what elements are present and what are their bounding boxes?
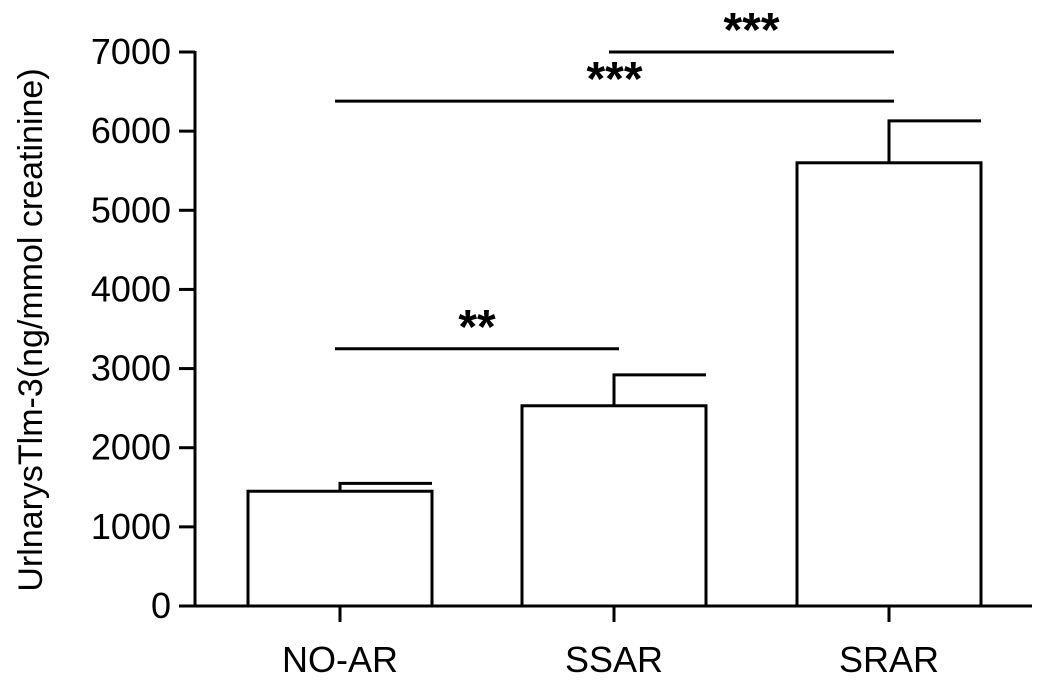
y-tick-label: 2000 [91,427,171,468]
x-axis: NO-AR SSAR SRAR [193,604,1032,680]
error-bars [338,119,981,492]
x-tick-label: SSAR [565,639,663,680]
y-tick-label: 1000 [91,506,171,547]
significance-label: *** [586,53,642,106]
significance-label: *** [723,4,779,57]
bar-ssar [520,404,708,608]
x-tick-label: NO-AR [282,639,398,680]
y-axis: 0 1000 2000 3000 4000 5000 6000 7000 [91,31,197,626]
y-tick-label: 6000 [91,110,171,151]
y-axis-label: UrlnarysTlm-3(ng/mmol creatinine) [12,68,50,591]
significance-label: ** [458,301,496,354]
y-tick-label: 7000 [91,31,171,72]
x-tick-label: SRAR [839,639,939,680]
y-tick-label: 3000 [91,348,171,389]
y-tick-label: 0 [151,585,171,626]
y-tick-label: 4000 [91,268,171,309]
bars [246,161,983,608]
bar-srar [795,161,983,608]
significance-brackets: ******** [335,4,894,354]
y-tick-label: 5000 [91,189,171,230]
bar-no-ar [246,489,434,608]
